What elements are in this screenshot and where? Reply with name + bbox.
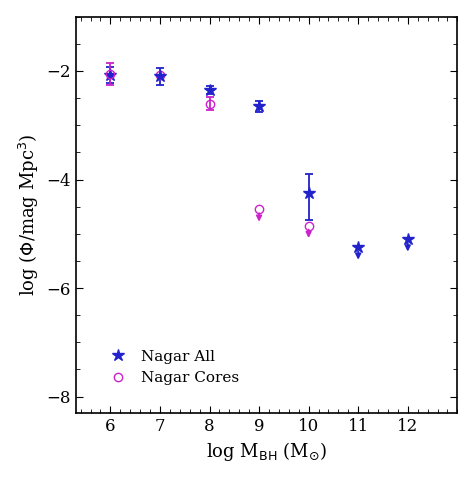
X-axis label: log M$_{\mathrm{BH}}$ (M$_{\odot}$): log M$_{\mathrm{BH}}$ (M$_{\odot}$) [206, 440, 327, 463]
Y-axis label: log ($\Phi$/mag Mpc$^{3}$): log ($\Phi$/mag Mpc$^{3}$) [17, 133, 41, 296]
Legend: Nagar All, Nagar Cores: Nagar All, Nagar Cores [102, 350, 239, 385]
